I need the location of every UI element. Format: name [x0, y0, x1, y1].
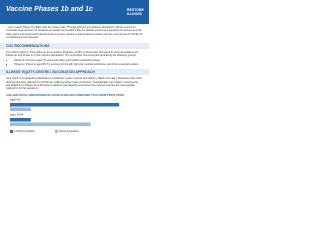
header: Vaccine Phases 1b and 1c RESTORE ILLINOI…: [0, 0, 149, 24]
section-heading: CDC RECOMMENDATIONS: [0, 42, 149, 49]
legend-swatch: [10, 129, 13, 133]
category-label: Ages 18-64: [10, 113, 24, 117]
category-label: Ages 65+: [10, 98, 22, 102]
bar: [10, 122, 91, 126]
paragraph: As a result of longstanding disparities …: [6, 77, 143, 91]
legend-swatch: [55, 129, 58, 133]
legend-label: Illinois Population: [59, 129, 80, 133]
legend-label: COVID-19 Deaths: [14, 129, 36, 133]
bar: [10, 102, 120, 107]
intro: ...not to reach Phase 1b earlier than th…: [6, 26, 143, 40]
paragraph: The CDC's Advisory Committee on Immuniza…: [6, 50, 139, 58]
title: Vaccine Phases 1b and 1c: [6, 6, 93, 13]
chart: Ages 65+ Ages 18-64 COVID-19 Deaths Illinoi…: [10, 98, 120, 133]
chart-title: AGE AND RACIAL BREAKDOWN OF COVID-19 DEA…: [6, 93, 124, 97]
bullet: Phase 1c: Persons aged 65-74, persons 16…: [14, 63, 143, 66]
logo: RESTORE ILLINOIS: [127, 8, 144, 16]
bar: [10, 117, 31, 122]
section-heading: ILLINOIS' EQUITY-CENTRIC VACCINATION APP…: [0, 69, 149, 76]
page: Vaccine Phases 1b and 1c RESTORE ILLINOI…: [0, 0, 149, 198]
bullet-list: Phase 1b: Persons aged 75 years and olde…: [14, 59, 143, 66]
bar: [10, 107, 31, 111]
bullet: Phase 1b: Persons aged 75 years and olde…: [14, 59, 143, 62]
